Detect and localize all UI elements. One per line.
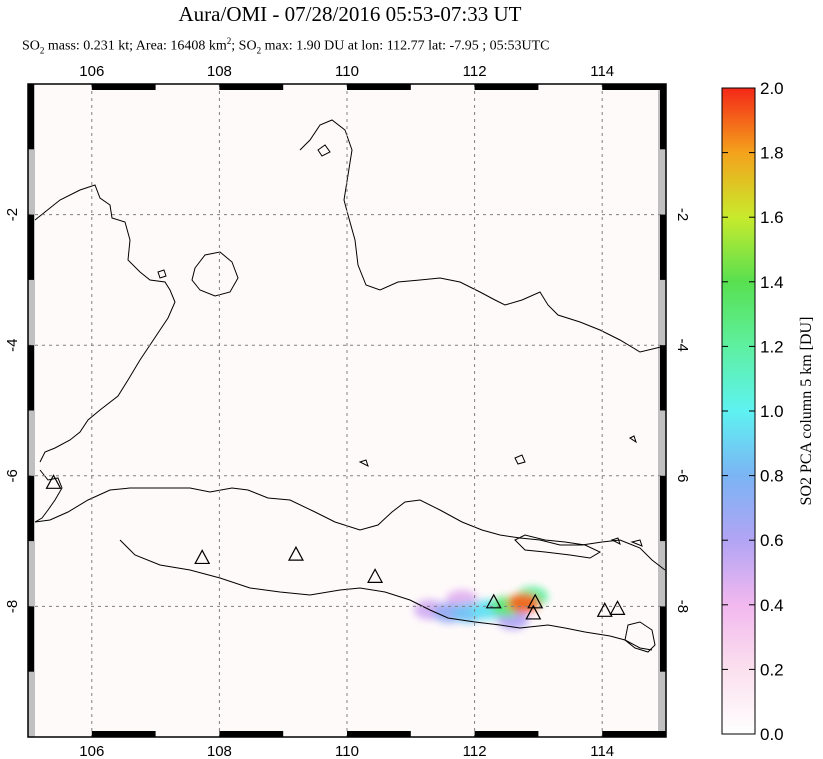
x-tick-label-top: 114 [590,63,614,80]
frame-bar-bottom [347,731,411,737]
coast-belitung-small [157,269,167,279]
volcano-marker [609,600,626,615]
frame-bar-bottom [91,731,156,737]
frame-bar-left [28,475,34,542]
volcano-marker [45,474,62,489]
coastlines [34,119,666,653]
colorbar-label: SO2 PCA column 5 km [DU] [798,317,815,506]
x-tick-labels-bottom: 106 108 110 112 114 [79,743,614,759]
frame-bar-right [660,84,666,150]
subtitle-max-label: ; SO [231,38,257,54]
frame-bar-left [28,345,34,411]
frame-bar-right [660,214,666,280]
chart-title: Aura/OMI - 07/28/2016 05:53-07:33 UT [178,2,522,26]
coast-bali [624,621,656,653]
frame-bar-right [660,475,666,542]
y-tick-label-right: -4 [674,339,691,352]
x-tick-label-top: 106 [79,63,104,80]
coast-sumatra [34,184,176,463]
x-tick-label-bottom: 106 [79,743,104,759]
x-tick-label-top: 112 [463,63,487,80]
colorbar-tick-label: 1.6 [760,208,784,227]
x-tick-label-bottom: 110 [335,743,359,759]
volcano-marker [596,602,613,617]
y-tick-label-right: -2 [674,208,691,221]
colorbar-tick-label: 1.2 [760,337,784,356]
frame-bar-bottom [602,731,666,737]
coast-borneo [299,119,666,353]
y-tick-label-left: -4 [4,339,21,352]
coast-madura [514,534,602,559]
frame-bar-top [602,84,666,90]
chart-subtitle: SO2 mass: 0.231 kt; Area: 16408 km2; SO2… [22,36,550,55]
subtitle-mass-label: SO [22,38,40,54]
coast-java-north [34,487,666,571]
frame-bars [28,84,666,737]
volcano-marker [527,593,544,609]
colorbar-tick-label: 0.4 [760,596,784,615]
x-tick-label-top: 108 [207,63,232,80]
frame-bar-bottom [474,731,539,737]
frame-bar-left [28,84,34,150]
frame-bar-top [219,84,284,90]
volcano-marker [194,549,211,565]
colorbar-tick-label: 2.0 [760,79,784,98]
subtitle-area-sup: 2 [226,36,232,46]
x-tick-labels-top: 106 108 110 112 114 [79,63,614,80]
y-tick-label-right: -8 [674,600,691,613]
colorbar-tick-label: 0.6 [760,531,784,550]
colorbar-tick-label: 1.0 [760,402,784,421]
colorbar-tick-label: 0.0 [760,725,784,744]
coast-bangka [191,251,239,297]
frame-bar-right [660,606,666,672]
y-tick-label-left: -8 [4,600,21,613]
colorbar-tick-label: 1.8 [760,144,784,163]
volcano-marker [367,568,384,583]
x-tick-label-bottom: 114 [590,743,614,759]
coast-small-isles [358,435,643,547]
colorbar-tick-label: 0.8 [760,467,784,486]
y-tick-label-left: -2 [4,208,21,221]
gridlines [28,84,666,737]
frame-bar-top [474,84,539,90]
y-tick-labels-left: -2 -4 -6 -8 [4,208,21,613]
y-tick-label-left: -6 [4,469,21,482]
frame-bar-right [660,345,666,411]
volcano-marker [525,604,542,620]
x-tick-label-top: 110 [335,63,359,80]
subtitle-mass-text: mass: 0.231 kt; Area: 16408 km [44,38,227,54]
y-tick-label-right: -6 [674,469,691,482]
coast-sumatra-south [34,469,63,523]
subtitle-max-sub: 2 [256,45,262,56]
colorbar-tick-label: 1.4 [760,273,784,292]
subtitle-mass-sub: 2 [39,45,45,56]
x-tick-label-bottom: 108 [207,743,232,759]
subtitle-max-text: max: 1.90 DU at lon: 112.77 lat: -7.95 ;… [261,38,550,54]
plot-background [28,84,666,737]
frame-bar-bottom [219,731,284,737]
colorbar-tick-label: 0.2 [760,660,784,679]
frame-bar-top [91,84,156,90]
frame-bar-top [347,84,411,90]
x-tick-label-bottom: 112 [463,743,487,759]
volcano-markers [45,474,626,620]
coast-borneo-small [317,144,331,157]
frame-bar-left [28,606,34,672]
volcano-marker [287,545,304,561]
colorbar-ticks: 0.0 0.2 0.4 0.6 0.8 1.0 1.2 1.4 1.6 1.8 2.0 [722,79,784,744]
y-tick-labels-right: -2 -4 -6 -8 [674,208,691,613]
coast-java-south [119,539,653,651]
volcano-marker [485,593,502,609]
frame-bar-left [28,214,34,280]
